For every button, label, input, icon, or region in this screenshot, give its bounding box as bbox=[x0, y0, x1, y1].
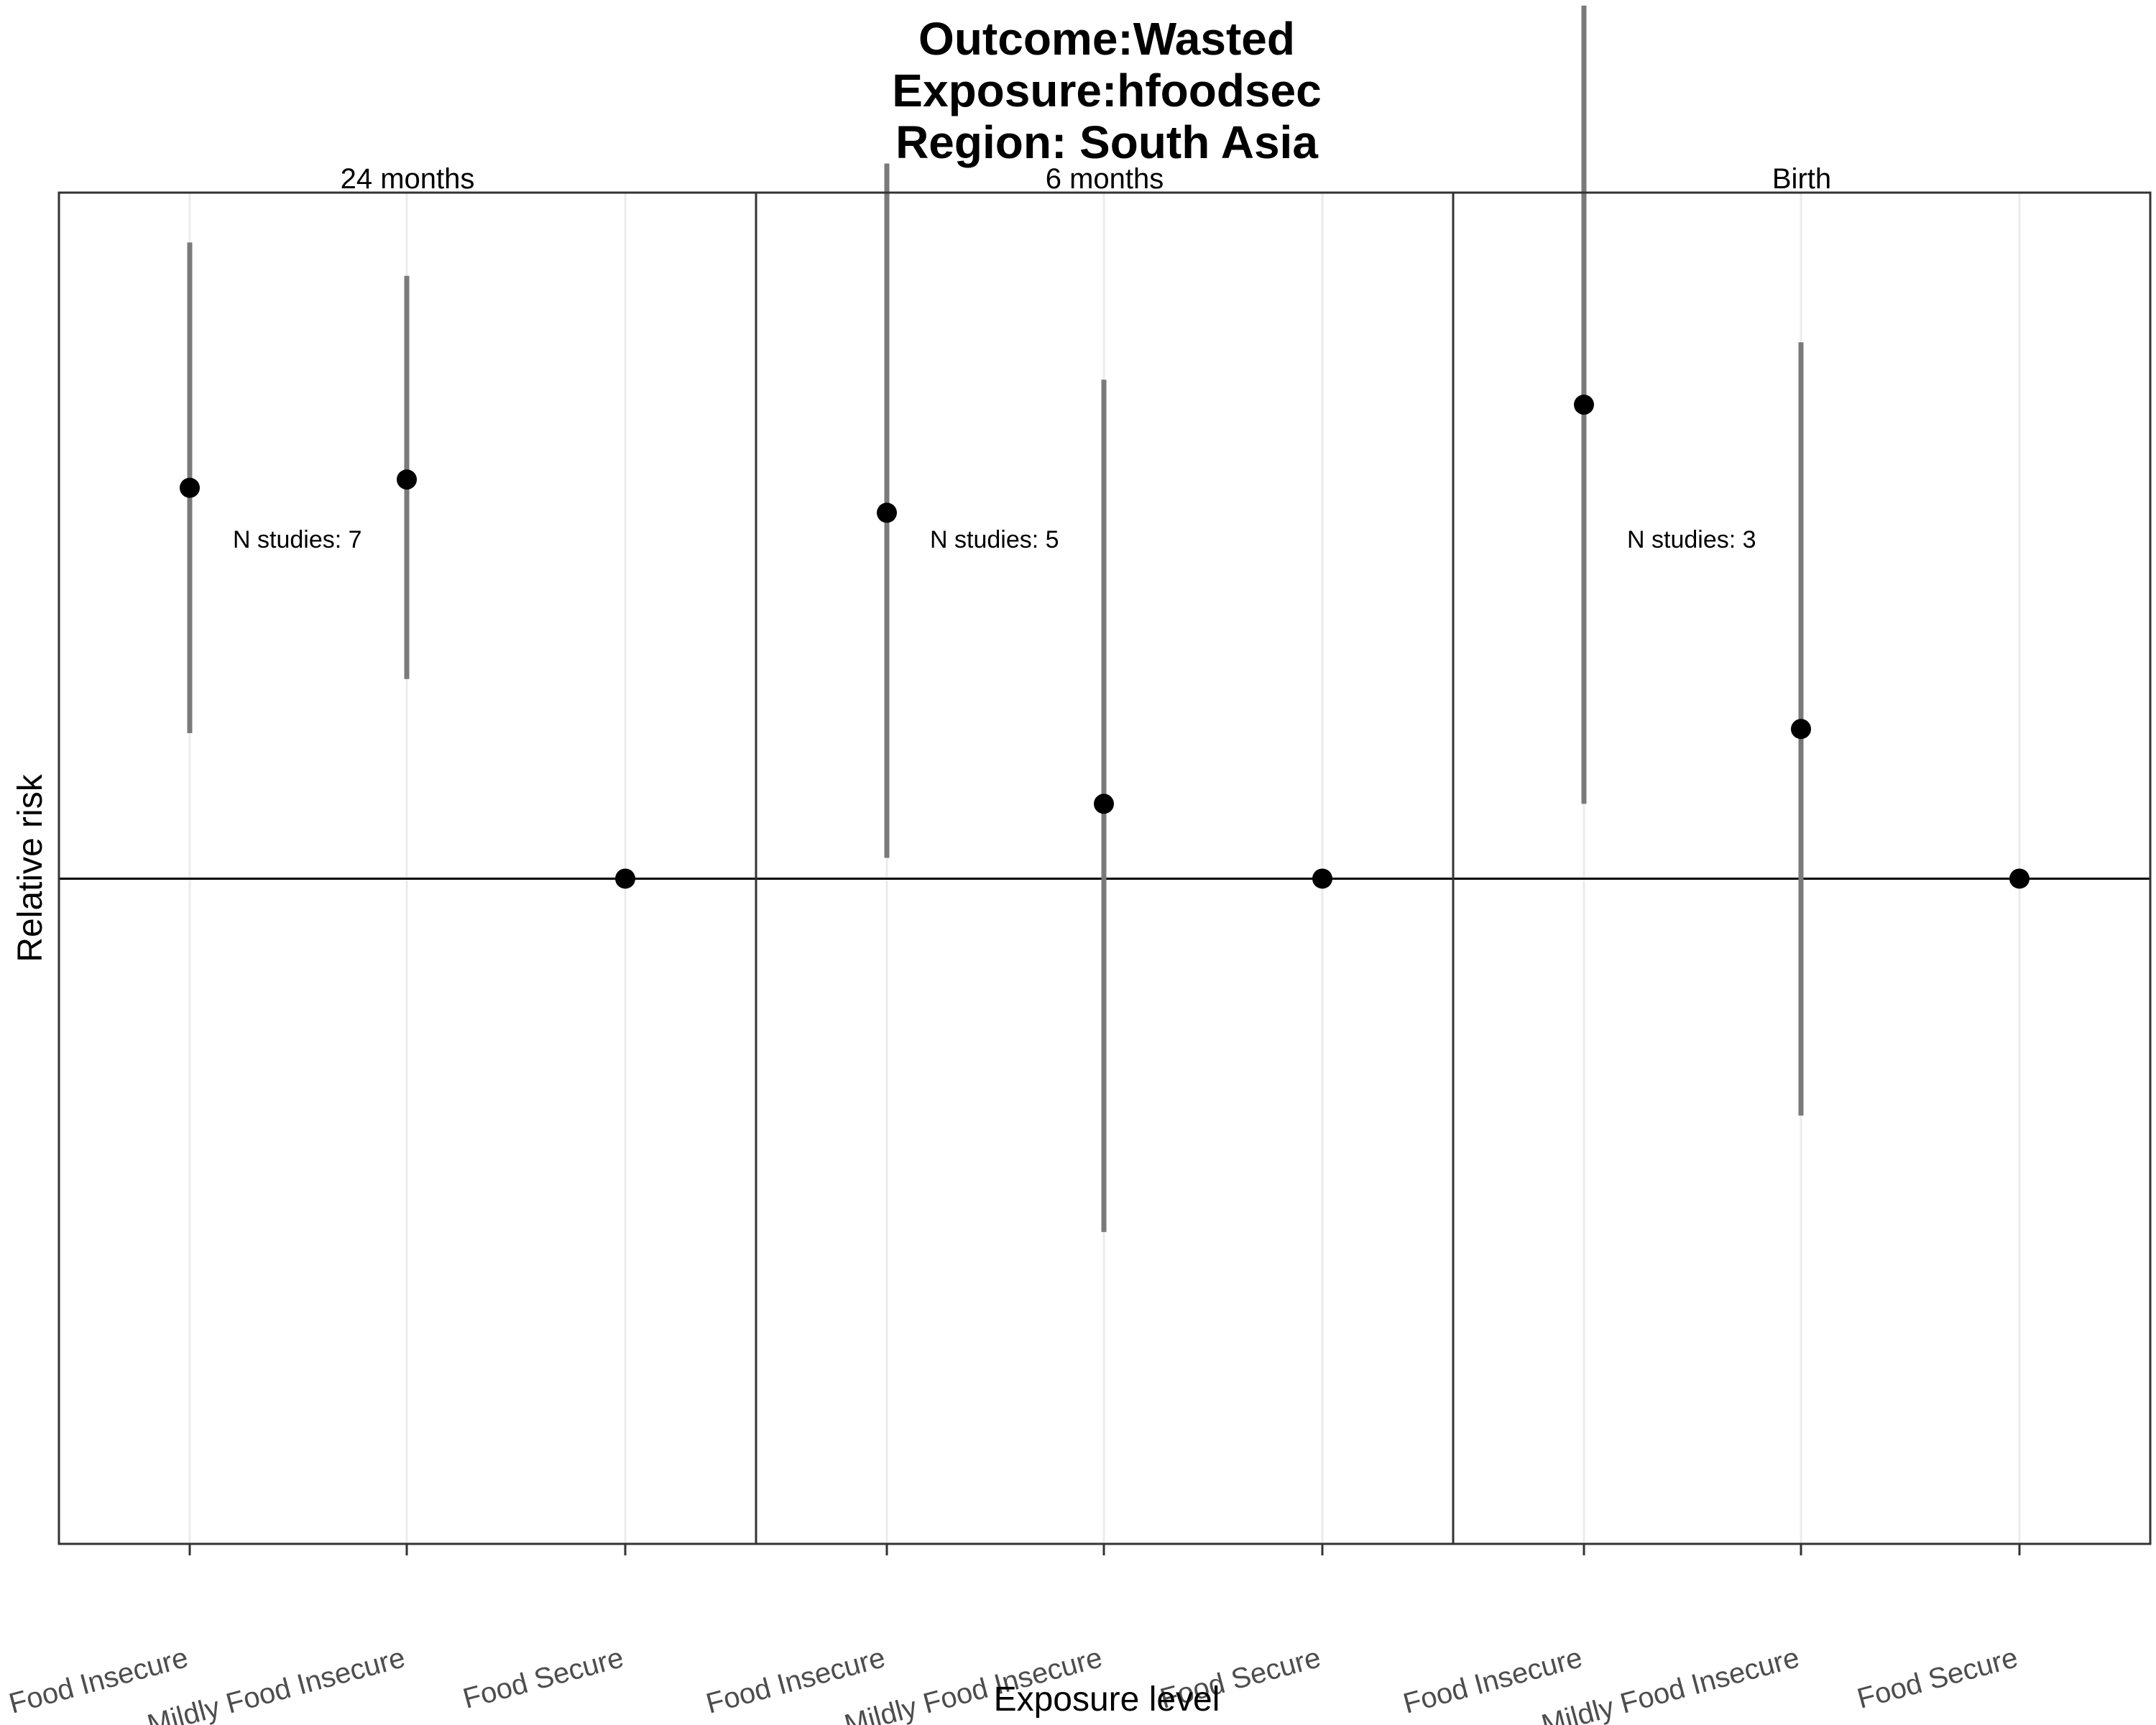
estimate-point bbox=[615, 868, 635, 889]
title-line-exposure: Exposure:hfoodsec bbox=[892, 65, 1321, 116]
n-studies-label: N studies: 7 bbox=[233, 526, 362, 553]
estimate-point bbox=[1312, 868, 1332, 889]
estimate-point bbox=[877, 502, 897, 523]
x-axis-title: Exposure level bbox=[994, 1680, 1220, 1719]
y-axis-title: Relative risk bbox=[11, 773, 50, 962]
estimate-point bbox=[397, 469, 417, 490]
estimate-point bbox=[1791, 719, 1811, 740]
facet-label: 6 months bbox=[1046, 163, 1164, 195]
estimate-point bbox=[2009, 868, 2030, 889]
x-tick-label: Food Secure bbox=[1854, 1642, 2022, 1715]
estimate-point bbox=[1574, 395, 1594, 415]
x-tick-label: Food Secure bbox=[460, 1642, 627, 1715]
facet-label: 24 months bbox=[341, 163, 475, 195]
n-studies-label: N studies: 3 bbox=[1627, 526, 1756, 553]
chart-title: Outcome:Wasted Exposure:hfoodsec Region:… bbox=[892, 13, 1321, 168]
estimate-point bbox=[180, 477, 200, 498]
facet-label: Birth bbox=[1772, 163, 1831, 195]
estimate-point bbox=[1094, 794, 1114, 814]
title-line-outcome: Outcome:Wasted bbox=[918, 13, 1295, 65]
title-line-region: Region: South Asia bbox=[895, 116, 1318, 168]
n-studies-label: N studies: 5 bbox=[930, 526, 1059, 553]
